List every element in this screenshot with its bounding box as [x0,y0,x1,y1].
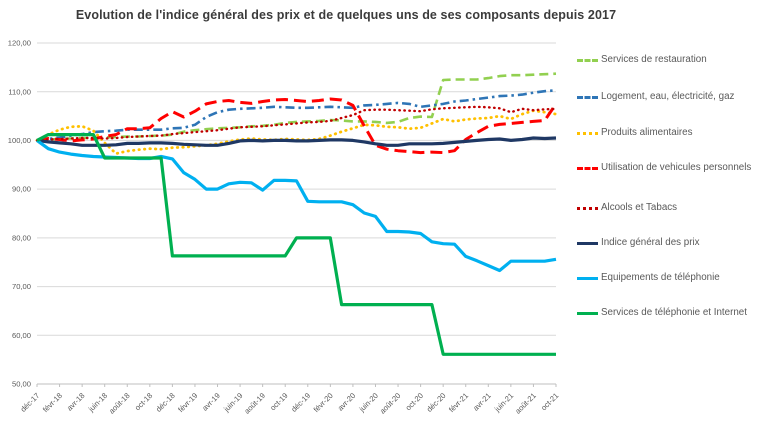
y-axis-tick-label: 90,00 [12,185,31,194]
chart-legend: Services de restauration Logement, eau, … [577,0,757,427]
legend-label: Utilisation de vehicules personnels [601,162,752,173]
x-axis-tick-label: oct-21 [539,391,560,412]
indice-general-line-icon [577,242,598,245]
x-axis-tick-label: févr-18 [41,391,64,414]
logement-line-icon [577,96,598,99]
y-axis-tick-label: 120,00 [8,39,31,48]
alimentaires-line-icon [577,132,598,135]
x-axis-tick-label: févr-19 [176,391,199,414]
x-axis-tick-label: déc-18 [154,391,177,414]
legend-label: Produits alimentaires [601,127,693,138]
y-axis-tick-label: 80,00 [12,233,31,242]
legend-item-alcools-tabacs: Alcools et Tabacs [577,202,757,214]
x-axis-tick-label: août-21 [513,391,538,416]
series-line-services-de-t-l-phonie-et-internet [36,133,556,356]
alcools-line-icon [577,207,598,210]
x-axis-tick-label: avr-19 [200,391,222,413]
legend-label: Equipements de téléphonie [601,272,720,283]
chart-title: Evolution de l'indice général des prix e… [75,8,617,22]
x-axis-tick-label: avr-20 [336,391,358,413]
restauration-line-icon [577,59,598,62]
legend-item-indice-general: Indice général des prix [577,237,757,249]
x-axis-tick-label: oct-19 [268,391,289,412]
x-axis-tick-label: août-18 [107,391,132,416]
legend-item-services-telephonie-internet: Services de téléphonie et Internet [577,307,757,319]
equipements-line-icon [577,277,598,280]
legend-item-equipements-telephonie: Equipements de téléphonie [577,272,757,284]
x-axis-tick-label: avr-21 [471,391,493,413]
telephonie-internet-line-icon [577,312,598,315]
legend-label: Indice général des prix [601,237,700,248]
legend-label: Logement, eau, électricité, gaz [601,91,735,102]
y-axis-tick-label: 50,00 [12,380,31,389]
x-axis-tick-label: juin-20 [357,391,380,414]
x-axis-tick-label: août-20 [378,391,403,416]
x-axis-tick-label: oct-20 [404,391,425,412]
x-axis-tick-label: avr-18 [65,391,87,413]
x-axis-tick-label: juin-21 [492,391,515,414]
series-line-services-de-restauration [36,72,557,142]
x-axis-tick-label: déc-19 [289,391,312,414]
y-axis-tick-label: 70,00 [12,282,31,291]
legend-item-vehicules-personnels: Utilisation de vehicules personnels [577,162,757,174]
x-axis-tick-label: févr-21 [447,391,470,414]
x-axis-tick-label: juin-18 [86,391,109,414]
series-line-equipements-de-t-l-phonie [36,139,557,273]
legend-label: Alcools et Tabacs [601,202,678,213]
legend-item-services-restauration: Services de restauration [577,54,757,66]
legend-label: Services de restauration [601,54,707,65]
x-axis-tick-label: oct-18 [133,391,154,412]
series-line-utilisation-de-vehicules-personnels [36,97,558,155]
x-axis-tick-label: déc-20 [425,391,448,414]
x-axis-tick-label: déc-17 [19,391,42,414]
legend-item-logement: Logement, eau, électricité, gaz [577,91,757,103]
y-axis-tick-label: 60,00 [12,331,31,340]
vehicules-line-icon [577,167,598,170]
series-line-indice-g-n-ral-des-prix [36,136,557,147]
x-axis-tick-label: févr-20 [312,391,335,414]
legend-item-produits-alimentaires: Produits alimentaires [577,127,757,139]
x-axis-tick-label: juin-19 [221,391,244,414]
x-axis-tick-label: août-19 [242,391,267,416]
legend-label: Services de téléphonie et Internet [601,307,747,318]
series-line-alcools-et-tabacs [35,105,558,142]
y-axis-tick-label: 100,00 [8,136,31,145]
y-axis-tick-label: 110,00 [8,87,31,96]
